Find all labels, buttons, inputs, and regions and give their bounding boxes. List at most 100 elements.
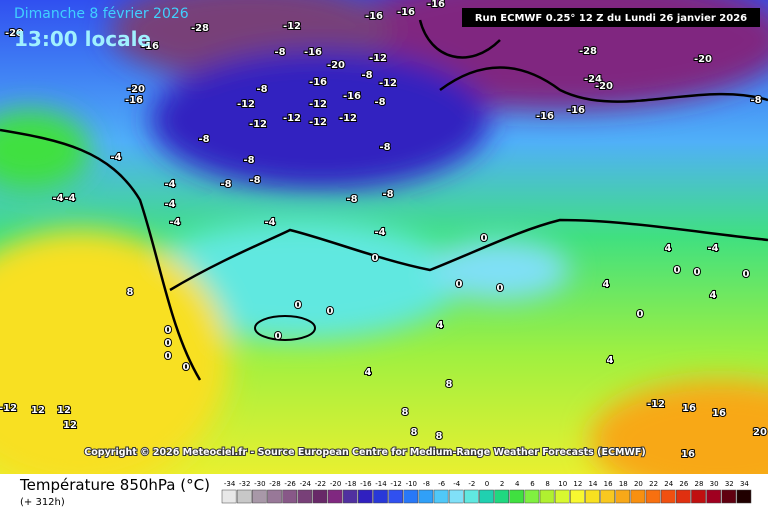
contour-label: -12 — [309, 99, 327, 110]
contour-label: 4 — [437, 320, 444, 331]
colorbar-label: -30 — [254, 480, 265, 488]
legend-subtitle: (+ 312h) — [20, 497, 65, 508]
contour-label: 12 — [63, 420, 77, 431]
colorbar-label: 20 — [634, 480, 643, 488]
contour-label: -20 — [694, 54, 712, 65]
colorbar-swatch — [403, 489, 419, 504]
colorbar-swatch — [539, 489, 555, 504]
colorbar-swatch — [448, 489, 464, 504]
contour-label: 0 — [183, 362, 190, 373]
contour-label: -4 — [169, 217, 180, 228]
colorbar-swatch — [554, 489, 570, 504]
contour-label: -12 — [249, 119, 267, 130]
contour-label: 0 — [637, 309, 644, 320]
contour-label: -8 — [274, 47, 285, 58]
contour-label: -8 — [198, 134, 209, 145]
colorbar-swatch — [464, 489, 479, 504]
colorbar-label: -16 — [360, 480, 372, 488]
colorbar-swatch — [676, 489, 691, 504]
contour-label: -16 — [397, 7, 415, 18]
colorbar-label: 2 — [500, 480, 504, 488]
contour-label: 20 — [753, 427, 767, 438]
colorbar-label: -2 — [468, 480, 475, 488]
colorbar-swatch — [418, 489, 434, 504]
contour-label: -12 — [283, 113, 301, 124]
colorbar-swatch — [342, 489, 358, 504]
colorbar-label: -12 — [390, 480, 401, 488]
colorbar-swatch — [645, 489, 661, 504]
colorbar-swatch — [236, 489, 252, 504]
contour-label: -12 — [339, 113, 357, 124]
colorbar-label: 16 — [604, 480, 613, 488]
colorbar-label: 32 — [725, 480, 734, 488]
contour-label: 4 — [607, 355, 614, 366]
colorbar-label: 18 — [619, 480, 628, 488]
contour-label: -8 — [379, 142, 390, 153]
colorbar-label: 22 — [649, 480, 658, 488]
contour-label: 16 — [712, 408, 726, 419]
contour-label: -20 — [595, 81, 613, 92]
colorbar-swatch — [358, 489, 373, 504]
contour-label: -8 — [374, 97, 385, 108]
colorbar-swatch — [494, 489, 509, 504]
contour-label: -4 — [264, 217, 275, 228]
colorbar-label: -6 — [438, 480, 446, 488]
colorbar-swatch — [479, 489, 494, 504]
colorbar-swatch — [585, 489, 600, 504]
colorbar-label: -4 — [453, 480, 461, 488]
contour-label: 0 — [165, 325, 172, 336]
contour-label: 0 — [372, 253, 379, 264]
map-field — [0, 0, 768, 500]
colorbar-swatch — [721, 489, 737, 504]
contour-label: -12 — [647, 399, 665, 410]
colorbar-label: 4 — [515, 480, 520, 488]
time: 13:00 locale — [14, 27, 151, 51]
contour-label: -12 — [0, 403, 17, 414]
contour-label: 4 — [665, 243, 672, 254]
contour-label: 0 — [456, 279, 463, 290]
contour-label: 4 — [365, 367, 372, 378]
contour-label: 0 — [165, 338, 172, 349]
colorbar-swatch — [388, 489, 403, 504]
contour-label: -20 — [5, 28, 23, 39]
colorbar-label: 12 — [573, 480, 582, 488]
contour-label: -16 — [567, 105, 585, 116]
colorbar-label: 8 — [545, 480, 549, 488]
colorbar-swatch — [282, 489, 297, 504]
contour-label: -16 — [343, 91, 361, 102]
colorbar-swatch — [312, 489, 328, 504]
contour-label: -16 — [141, 41, 159, 52]
colorbar-label: 6 — [530, 480, 535, 488]
contour-label: -8 — [249, 175, 260, 186]
contour-label: 0 — [327, 306, 334, 317]
colorbar-swatch — [615, 489, 631, 504]
contour-label: -20 — [327, 60, 345, 71]
contour-label: 8 — [436, 431, 443, 442]
contour-label: -8 — [382, 189, 393, 200]
colorbar-swatch — [221, 489, 237, 504]
contour-label: 4 — [710, 290, 717, 301]
colorbar-label: -20 — [330, 480, 341, 488]
contour-label: -16 — [125, 95, 143, 106]
contour-label: -12 — [237, 99, 255, 110]
contour-label: 0 — [743, 269, 750, 280]
contour-label: 8 — [127, 287, 134, 298]
colorbar-label: -28 — [269, 480, 280, 488]
colorbar-label: -26 — [284, 480, 296, 488]
colorbar-label: 30 — [710, 480, 719, 488]
colorbar-label: -34 — [224, 480, 236, 488]
contour-label: -4 — [52, 193, 63, 204]
contour-label: 0 — [165, 351, 172, 362]
contour-label: -4 — [164, 199, 175, 210]
contour-label: -16 — [536, 111, 554, 122]
contour-label: -16 — [309, 77, 327, 88]
contour-label: -8 — [220, 179, 231, 190]
colorbar-label: -18 — [345, 480, 356, 488]
contour-label: 16 — [682, 403, 696, 414]
colorbar-label: 14 — [589, 480, 598, 488]
contour-label: 8 — [402, 407, 409, 418]
colorbar-swatch — [524, 489, 540, 504]
contour-label: 0 — [481, 233, 488, 244]
contour-label: -8 — [243, 155, 254, 166]
